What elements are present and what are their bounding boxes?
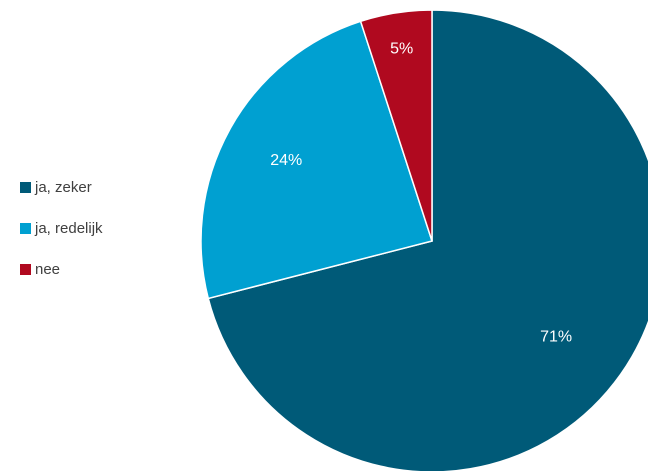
pie-slice-ja-zeker — [207, 9, 648, 471]
legend-label: ja, zeker — [35, 178, 92, 196]
data-label-nee: 5% — [390, 41, 413, 58]
legend-swatch — [20, 263, 31, 275]
legend-label: ja, redelijk — [35, 219, 103, 237]
legend-item-ja-redelijk: ja, redelijk — [20, 218, 103, 238]
legend-swatch — [20, 181, 31, 193]
pie-slice-ja-redelijk — [200, 20, 433, 300]
legend-label: nee — [35, 260, 61, 278]
pie-slice-nee — [359, 9, 433, 242]
data-label-ja-zeker: 71% — [540, 328, 572, 345]
legend-item-ja-zeker: ja, zeker — [20, 177, 103, 197]
legend-item-nee: nee — [20, 259, 103, 279]
legend-swatch — [20, 222, 31, 234]
legend: ja, zeker ja, redelijk nee — [20, 177, 103, 279]
data-label-ja-redelijk: 24% — [270, 152, 302, 169]
